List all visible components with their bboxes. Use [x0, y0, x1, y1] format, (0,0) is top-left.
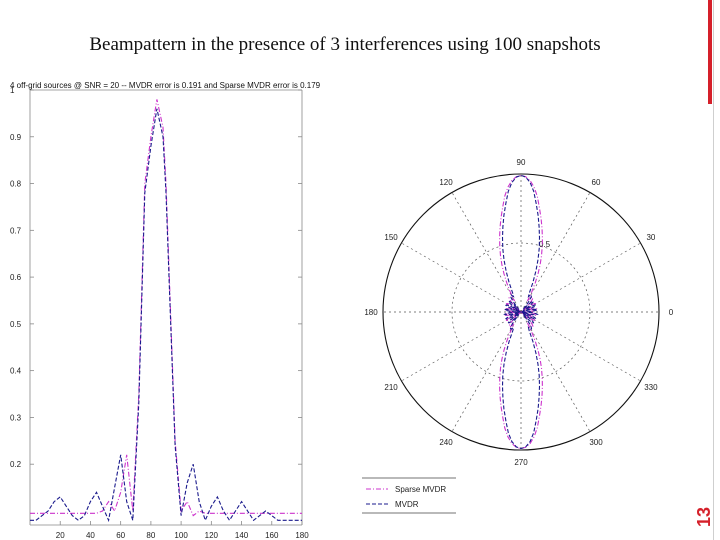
polar-angle-label: 90 [517, 158, 526, 167]
legend-label-sparse-mvdr: Sparse MVDR [395, 485, 446, 494]
polar-angle-label: 270 [514, 458, 528, 467]
legend-label-mvdr: MVDR [395, 500, 419, 509]
polar-angle-label: 60 [592, 178, 601, 187]
polar-angle-label: 300 [589, 438, 603, 447]
polar-spoke [451, 311, 522, 432]
y-tick-label: 0.7 [10, 226, 22, 235]
y-tick-label: 0.9 [10, 133, 22, 142]
polar-angle-label: 240 [439, 438, 453, 447]
polar-spoke [520, 311, 591, 432]
y-tick-label: 0.6 [10, 273, 22, 282]
polar-angle-label: 210 [384, 383, 398, 392]
x-tick-label: 40 [86, 531, 95, 540]
polar-angle-label: 0 [669, 308, 674, 317]
x-tick-label: 100 [174, 531, 188, 540]
polar-angle-label: 330 [644, 383, 658, 392]
x-tick-label: 180 [295, 531, 309, 540]
polar-angle-label: 30 [646, 233, 655, 242]
polar-spoke [520, 192, 591, 313]
page-edge-line [713, 0, 714, 540]
legend: Sparse MVDR MVDR [362, 477, 456, 514]
polar-angle-label: 180 [364, 308, 378, 317]
polar-spoke [520, 311, 641, 382]
polar-outer-circle [382, 173, 660, 451]
y-tick-label: 0.2 [10, 460, 22, 469]
polar-angle-label: 120 [439, 178, 453, 187]
polar-spoke [401, 311, 522, 382]
x-tick-label: 140 [235, 531, 249, 540]
polar-series-mvdr [501, 174, 541, 450]
slide-title: Beampattern in the presence of 3 interfe… [89, 34, 601, 55]
y-tick-label: 0.4 [10, 367, 22, 376]
x-tick-label: 20 [56, 531, 65, 540]
accent-bar [708, 0, 712, 104]
polar-spoke [451, 192, 522, 313]
polar-spoke [520, 242, 641, 313]
y-tick-label: 0.8 [10, 180, 22, 189]
y-tick-label: 1 [10, 86, 15, 95]
x-tick-label: 60 [116, 531, 125, 540]
x-tick-label: 160 [265, 531, 279, 540]
y-tick-label: 0.3 [10, 413, 22, 422]
y-tick-label: 0.5 [10, 320, 22, 329]
polar-grid-circle [451, 242, 591, 382]
x-tick-label: 80 [146, 531, 155, 540]
series-line-sparse-mvdr [30, 99, 302, 517]
polar-angle-label: 150 [384, 233, 398, 242]
x-tick-label: 120 [205, 531, 219, 540]
polar-spoke [401, 242, 522, 313]
cartesian-plot-title: 4 off-grid sources @ SNR = 20 -- MVDR er… [10, 81, 321, 90]
polar-radius-label: 0.5 [539, 240, 551, 249]
cartesian-plot: 4 off-grid sources @ SNR = 20 -- MVDR er… [10, 81, 321, 540]
series-line-mvdr [30, 108, 302, 523]
